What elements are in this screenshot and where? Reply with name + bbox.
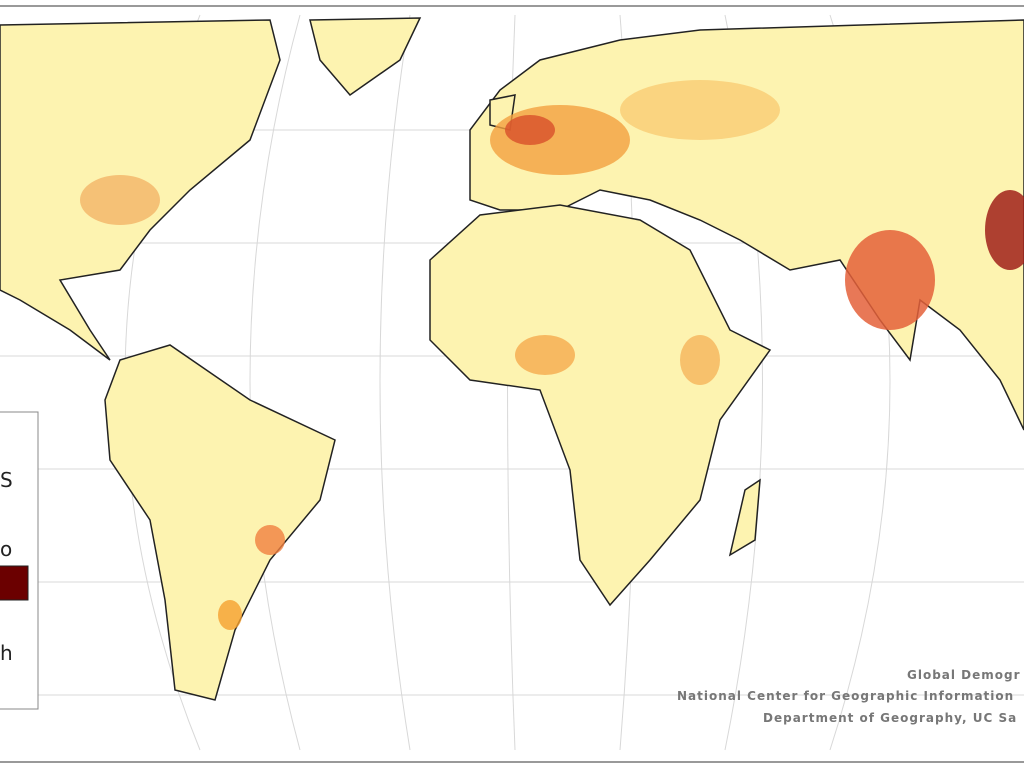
legend-item: h xyxy=(0,641,13,665)
credits: Global Demogr National Center for Geogra… xyxy=(677,668,1021,725)
density-hotspots xyxy=(80,80,1024,630)
legend-swatch xyxy=(0,565,29,601)
legend-item: o xyxy=(0,537,12,561)
credit-line: Global Demogr xyxy=(907,668,1021,682)
credit-line: National Center for Geographic Informati… xyxy=(677,689,1014,703)
legend: S o h xyxy=(0,411,39,710)
credit-line: Department of Geography, UC Sa xyxy=(763,711,1017,725)
legend-title: S xyxy=(0,468,13,492)
legend-box xyxy=(0,411,39,710)
